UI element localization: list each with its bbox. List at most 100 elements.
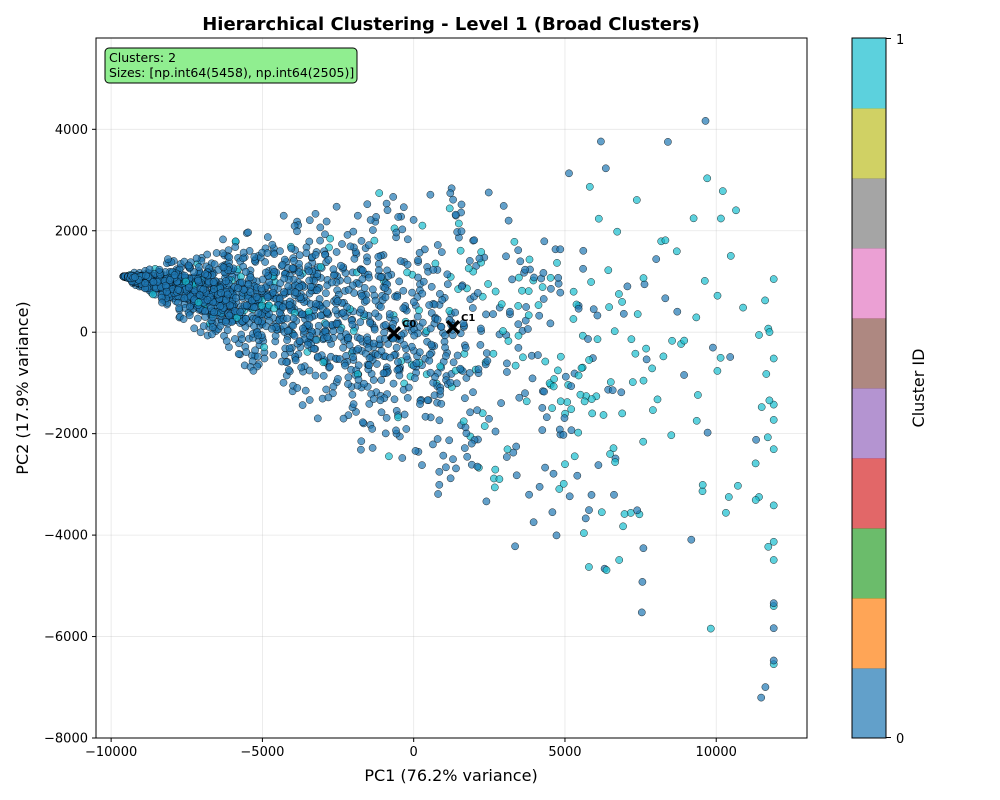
point-cluster-0: [752, 435, 760, 444]
point-cluster-0: [165, 276, 174, 284]
point-cluster-0: [503, 368, 511, 376]
point-cluster-0: [633, 506, 642, 515]
point-cluster-0: [208, 323, 217, 332]
colorbar-tick-label-1: 1: [896, 33, 904, 48]
point-cluster-0: [433, 241, 442, 249]
point-cluster-0: [680, 371, 688, 379]
point-cluster-0: [574, 304, 583, 313]
point-cluster-0: [316, 223, 325, 232]
point-cluster-0: [539, 269, 548, 277]
point-cluster-0: [617, 388, 626, 397]
point-cluster-0: [195, 263, 203, 271]
point-cluster-0: [293, 227, 301, 236]
point-cluster-1: [619, 522, 627, 531]
point-cluster-0: [324, 393, 333, 402]
point-cluster-0: [298, 310, 307, 319]
point-cluster-1: [761, 296, 769, 305]
point-cluster-0: [284, 327, 292, 335]
point-cluster-1: [765, 328, 774, 336]
point-cluster-1: [769, 445, 778, 454]
point-cluster-1: [580, 529, 588, 537]
point-cluster-1: [717, 214, 725, 223]
point-cluster-1: [319, 358, 328, 367]
colorbar-segment: [852, 528, 886, 599]
point-cluster-0: [349, 353, 357, 361]
point-cluster-0: [336, 261, 345, 270]
point-cluster-0: [567, 426, 576, 435]
point-cluster-0: [381, 334, 389, 343]
point-cluster-0: [664, 138, 672, 146]
point-cluster-1: [593, 335, 602, 344]
point-cluster-1: [553, 259, 561, 267]
point-cluster-0: [366, 216, 375, 224]
point-cluster-1: [480, 422, 489, 430]
point-cluster-0: [353, 211, 362, 220]
point-cluster-0: [280, 288, 288, 296]
point-cluster-0: [415, 348, 424, 357]
point-cluster-0: [514, 246, 523, 255]
colorbar-tick-label-0: 0: [896, 732, 904, 747]
point-cluster-0: [482, 349, 491, 357]
point-cluster-1: [653, 395, 662, 404]
point-cluster-0: [223, 290, 232, 299]
point-cluster-0: [295, 268, 303, 276]
point-cluster-0: [460, 444, 469, 452]
point-cluster-0: [356, 334, 365, 343]
point-cluster-0: [392, 426, 400, 435]
point-cluster-0: [290, 257, 298, 265]
point-cluster-0: [343, 231, 352, 239]
point-cluster-0: [400, 410, 409, 419]
point-cluster-1: [649, 406, 657, 414]
point-cluster-1: [739, 303, 747, 312]
point-cluster-0: [195, 291, 204, 299]
point-cluster-0: [535, 482, 544, 491]
point-cluster-0: [263, 233, 272, 241]
point-cluster-1: [415, 306, 423, 315]
point-cluster-1: [555, 485, 564, 493]
point-cluster-0: [278, 260, 287, 269]
colorbar-frame: [851, 37, 887, 739]
point-cluster-0: [396, 257, 405, 265]
point-cluster-1: [546, 273, 555, 282]
point-cluster-1: [576, 390, 585, 399]
point-cluster-0: [382, 199, 391, 208]
point-cluster-0: [449, 455, 457, 464]
point-cluster-0: [457, 200, 466, 209]
point-cluster-1: [661, 236, 670, 245]
point-cluster-0: [398, 454, 407, 462]
point-cluster-0: [412, 359, 421, 368]
point-cluster-0: [231, 335, 239, 343]
point-cluster-1: [618, 409, 627, 418]
point-cluster-1: [713, 367, 722, 375]
point-cluster-1: [698, 481, 707, 489]
point-cluster-0: [470, 236, 479, 245]
point-cluster-0: [446, 189, 455, 198]
point-cluster-0: [469, 388, 477, 397]
point-cluster-0: [241, 267, 250, 276]
point-cluster-0: [619, 309, 628, 318]
point-cluster-0: [451, 210, 460, 219]
point-cluster-0: [289, 314, 298, 323]
point-cluster-1: [580, 397, 589, 406]
point-cluster-0: [362, 296, 371, 305]
point-cluster-0: [360, 284, 369, 292]
point-cluster-0: [430, 391, 439, 400]
info-box: Clusters: 2 Sizes: [np.int64(5458), np.i…: [104, 47, 358, 84]
x-tick-label: 5000: [548, 745, 581, 760]
point-cluster-1: [680, 336, 689, 345]
point-cluster-0: [392, 343, 401, 352]
point-cluster-0: [623, 282, 632, 291]
x-tick-label: −10000: [85, 745, 137, 760]
point-cluster-0: [414, 256, 422, 264]
point-cluster-0: [203, 250, 212, 259]
point-cluster-1: [459, 417, 468, 426]
point-cluster-0: [521, 389, 529, 398]
info-box-clusters: Clusters: 2: [109, 50, 176, 65]
centroid-label: C0: [402, 319, 416, 330]
point-cluster-0: [769, 599, 778, 608]
point-cluster-0: [184, 261, 193, 270]
point-cluster-1: [668, 336, 676, 345]
point-cluster-1: [718, 187, 727, 195]
point-cluster-1: [615, 556, 624, 564]
